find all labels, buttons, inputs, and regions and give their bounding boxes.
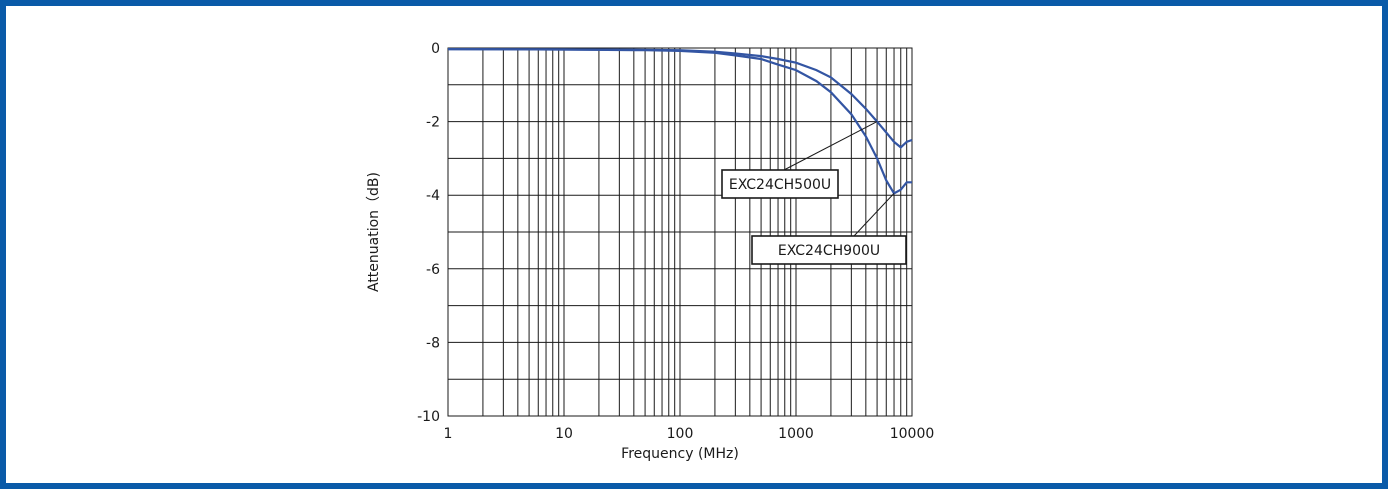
plot-border: [447, 47, 913, 417]
attenuation-chart: 1 10 100 1000 10000 0 -2 -4 -6 -8 -10 Frequency (M…: [366, 41, 934, 462]
y-tick-label: -8: [426, 335, 440, 351]
tick-labels: 1 10 100 1000 10000 0 -2 -4 -6 -8 -10: [417, 41, 934, 442]
callout-leader-line: [783, 121, 878, 171]
x-tick-label: 10000: [890, 426, 935, 442]
y-tick-label: -6: [426, 262, 440, 278]
callouts: EXC24CH500U EXC24CH900U: [721, 121, 907, 265]
y-tick-label: -4: [426, 188, 440, 204]
callout-label: EXC24CH900U: [778, 243, 880, 259]
callout-label: EXC24CH500U: [729, 177, 831, 193]
y-tick-label: -10: [417, 409, 440, 425]
callout-box: [751, 235, 907, 265]
x-tick-label: 1000: [778, 426, 814, 442]
x-tick-label: 1: [444, 426, 453, 442]
y-tick-label: 0: [431, 41, 440, 57]
y-tick-label: -2: [426, 115, 440, 131]
callout-leader-line: [853, 193, 895, 237]
x-axis-label: Frequency (MHz): [621, 446, 739, 462]
x-tick-label: 100: [667, 426, 694, 442]
y-axis-label: Attenuation（dB): [366, 172, 382, 292]
x-tick-label: 10: [555, 426, 573, 442]
callout-box: [721, 169, 839, 199]
